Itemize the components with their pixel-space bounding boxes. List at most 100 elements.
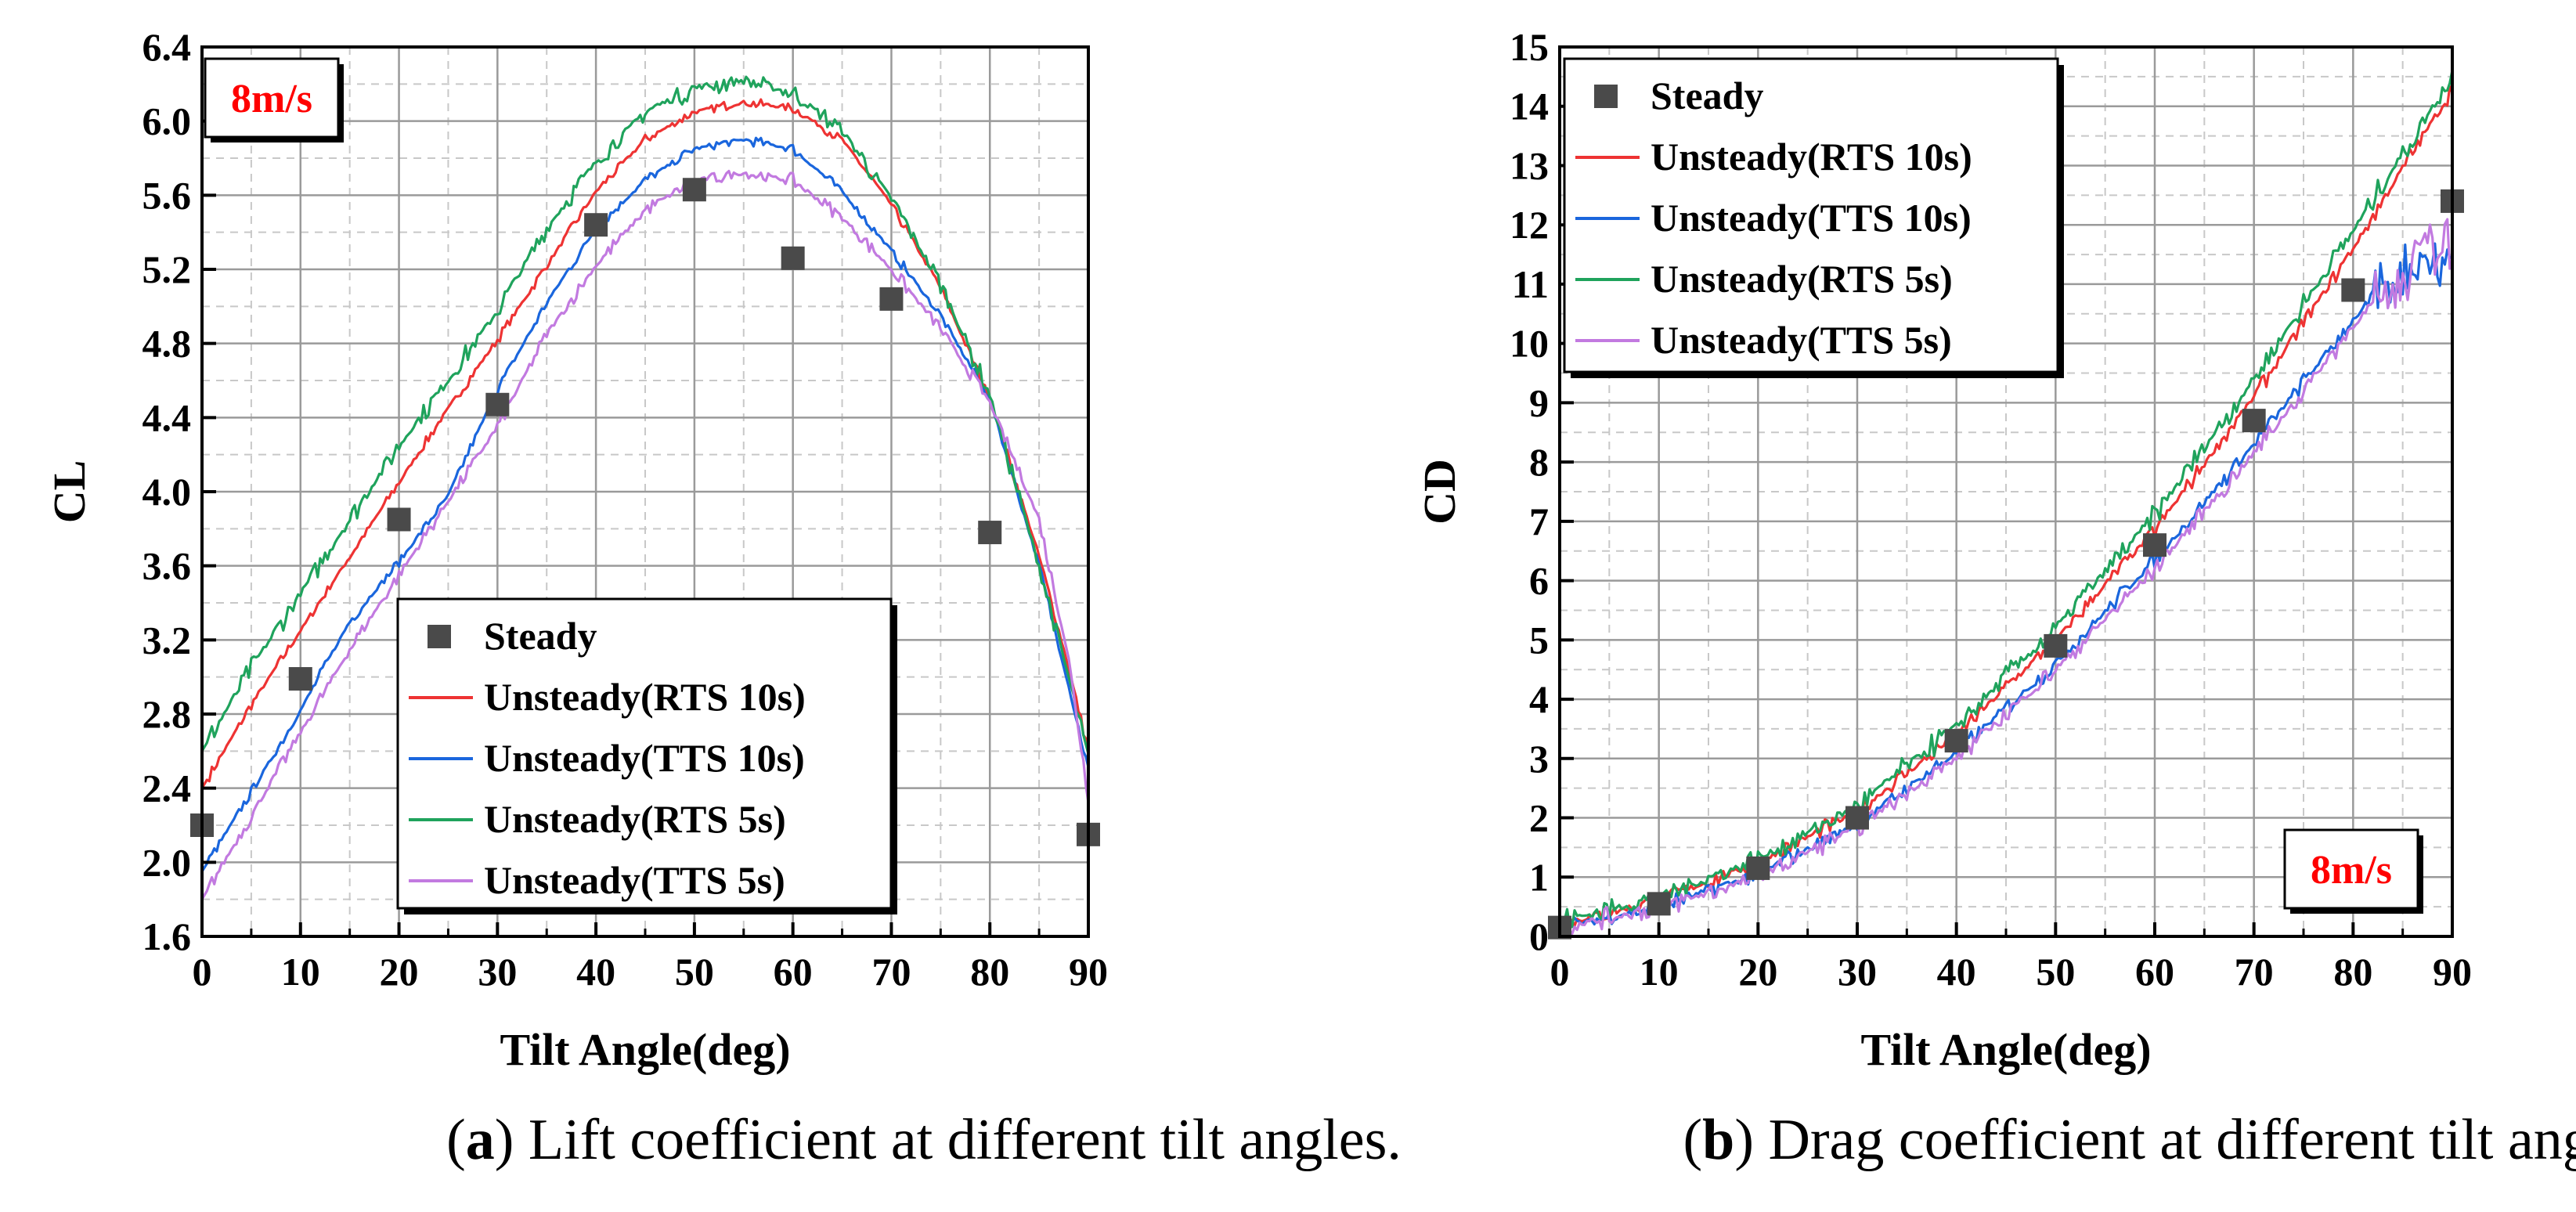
x-tick-label: 10 xyxy=(281,950,320,994)
drag-coefficient-chart: 0 10 20 30 40 50 60 70 80 90012345678910111213141… xyxy=(1414,25,2472,1075)
y-tick-label: 10 xyxy=(1510,322,1549,366)
x-tick-label: 40 xyxy=(576,950,615,994)
caption-b: (b) Drag coefficient at different tilt a… xyxy=(1683,1108,2576,1172)
legend-steady-marker xyxy=(428,625,451,648)
legend-box xyxy=(396,597,893,910)
series-line-rts5 xyxy=(1560,70,2452,929)
legend-label-rts10: Unsteady(RTS 10s) xyxy=(484,675,806,719)
x-tick-label: 20 xyxy=(380,950,419,994)
y-tick-label: 4.0 xyxy=(143,470,192,514)
speed-annotation-text: 8m/s xyxy=(231,77,312,121)
series-line-tts10 xyxy=(202,136,1088,873)
speed-annotation-box xyxy=(2283,828,2419,910)
y-axis-label: CD xyxy=(1414,459,1465,525)
legend-b: Steady Unsteady(RTS 10s) Unsteady(TTS 10s)… xyxy=(1563,57,2064,378)
y-tick-label: 9 xyxy=(1529,381,1549,424)
x-tick-label: 30 xyxy=(478,950,517,994)
caption-a-text: Lift coefficient at different tilt angle… xyxy=(514,1108,1402,1172)
lift-coefficient-chart: 0 10 20 30 40 50 60 70 80 90 1.6 2.0 2.4 2.8 3.2 3.6 4.0… xyxy=(44,25,1108,1075)
series-line-tts5 xyxy=(202,169,1088,900)
legend-label-tts10: Unsteady(TTS 10s) xyxy=(484,736,805,780)
legend-label-rts5: Unsteady(RTS 5s) xyxy=(484,797,786,841)
legend-a: Steady Unsteady(RTS 10s) Unsteady(TTS 10s)… xyxy=(396,597,897,914)
steady-point xyxy=(978,521,1002,545)
x-tick-label: 90 xyxy=(1069,950,1108,994)
x-tick-label: 60 xyxy=(2135,950,2174,994)
series-line-rts5 xyxy=(202,75,1088,755)
steady-point xyxy=(1944,729,1968,753)
y-tick-label: 5.6 xyxy=(143,173,192,217)
y-tick-label: 4 xyxy=(1529,677,1549,721)
x-axis-label: Tilt Angle(deg) xyxy=(500,1024,790,1075)
x-tick-label: 90 xyxy=(2433,950,2472,994)
steady-point xyxy=(1845,806,1869,830)
y-tick-label: 3.6 xyxy=(143,544,192,588)
x-axis-label: Tilt Angle(deg) xyxy=(1860,1024,2151,1075)
x-tick-label: 60 xyxy=(774,950,813,994)
steady-point xyxy=(584,213,608,237)
x-tick-label: 0 xyxy=(193,950,212,994)
y-tick-label: 2.8 xyxy=(143,692,192,736)
x-tick-label: 40 xyxy=(1937,950,1976,994)
y-tick-label: 3.2 xyxy=(143,618,192,662)
speed-annotation: 8m/s xyxy=(204,57,344,142)
x-tick-label: 70 xyxy=(871,950,911,994)
speed-annotation-box xyxy=(204,57,340,139)
y-tick-label: 2 xyxy=(1529,796,1549,840)
steady-point xyxy=(2341,278,2365,302)
x-tick-label: 20 xyxy=(1738,950,1777,994)
x-tick-label: 50 xyxy=(675,950,714,994)
y-tick-label: 0 xyxy=(1529,914,1549,958)
legend-steady-marker xyxy=(1594,85,1618,108)
caption-b-letter: b xyxy=(1702,1108,1734,1172)
steady-point xyxy=(2242,409,2266,433)
y-tick-label: 7 xyxy=(1529,500,1549,543)
legend-label-tts5: Unsteady(TTS 5s) xyxy=(1651,318,1952,362)
steady-point xyxy=(781,246,805,270)
legend-box xyxy=(1563,57,2059,373)
steady-point xyxy=(485,392,510,417)
series-line-tts10 xyxy=(1560,242,2452,936)
series-line-tts5 xyxy=(1560,218,2452,936)
x-tick-label: 30 xyxy=(1838,950,1877,994)
steady-point xyxy=(682,178,706,202)
y-tick-label: 14 xyxy=(1510,85,1549,128)
caption-a: (a) Lift coefficient at different tilt a… xyxy=(446,1108,1402,1172)
speed-annotation: 8m/s xyxy=(2283,828,2423,914)
legend-label-tts10: Unsteady(TTS 10s) xyxy=(1651,196,1972,240)
y-tick-label: 2.0 xyxy=(143,840,192,884)
y-tick-label: 6 xyxy=(1529,559,1549,603)
x-tick-label: 80 xyxy=(970,950,1009,994)
legend-label-rts10: Unsteady(RTS 10s) xyxy=(1651,135,1972,179)
x-tick-label: 0 xyxy=(1550,950,1570,994)
legend-label-tts5: Unsteady(TTS 5s) xyxy=(484,858,785,902)
y-tick-label: 6.4 xyxy=(143,25,192,69)
y-tick-label: 5.2 xyxy=(143,247,192,291)
steady-point xyxy=(2143,533,2167,557)
y-axis-label: CL xyxy=(44,460,95,524)
speed-annotation-text: 8m/s xyxy=(2311,848,2392,893)
y-tick-label: 3 xyxy=(1529,737,1549,781)
y-tick-label: 1 xyxy=(1529,855,1549,899)
steady-point xyxy=(288,667,312,691)
caption-b-text: Drag coefficient at different tilt angle… xyxy=(1754,1108,2576,1172)
y-tick-label: 13 xyxy=(1510,143,1549,187)
legend-steady-label: Steady xyxy=(484,614,597,658)
legend-steady-label: Steady xyxy=(1651,74,1763,117)
y-tick-label: 1.6 xyxy=(143,914,192,958)
x-tick-label: 70 xyxy=(2235,950,2274,994)
legend-label-rts5: Unsteady(RTS 5s) xyxy=(1651,257,1953,301)
y-tick-label: 15 xyxy=(1510,25,1549,69)
y-tick-label: 4.8 xyxy=(143,322,192,366)
x-tick-label: 10 xyxy=(1640,950,1679,994)
y-tick-label: 5 xyxy=(1529,618,1549,662)
caption-a-letter: a xyxy=(466,1108,495,1172)
x-tick-label: 50 xyxy=(2036,950,2075,994)
plot-area-a xyxy=(202,75,1088,900)
plot-area-b xyxy=(1560,70,2452,936)
y-tick-label: 4.4 xyxy=(143,395,192,439)
y-tick-label: 2.4 xyxy=(143,767,192,810)
y-tick-label: 12 xyxy=(1510,203,1549,247)
steady-point xyxy=(1647,892,1671,916)
